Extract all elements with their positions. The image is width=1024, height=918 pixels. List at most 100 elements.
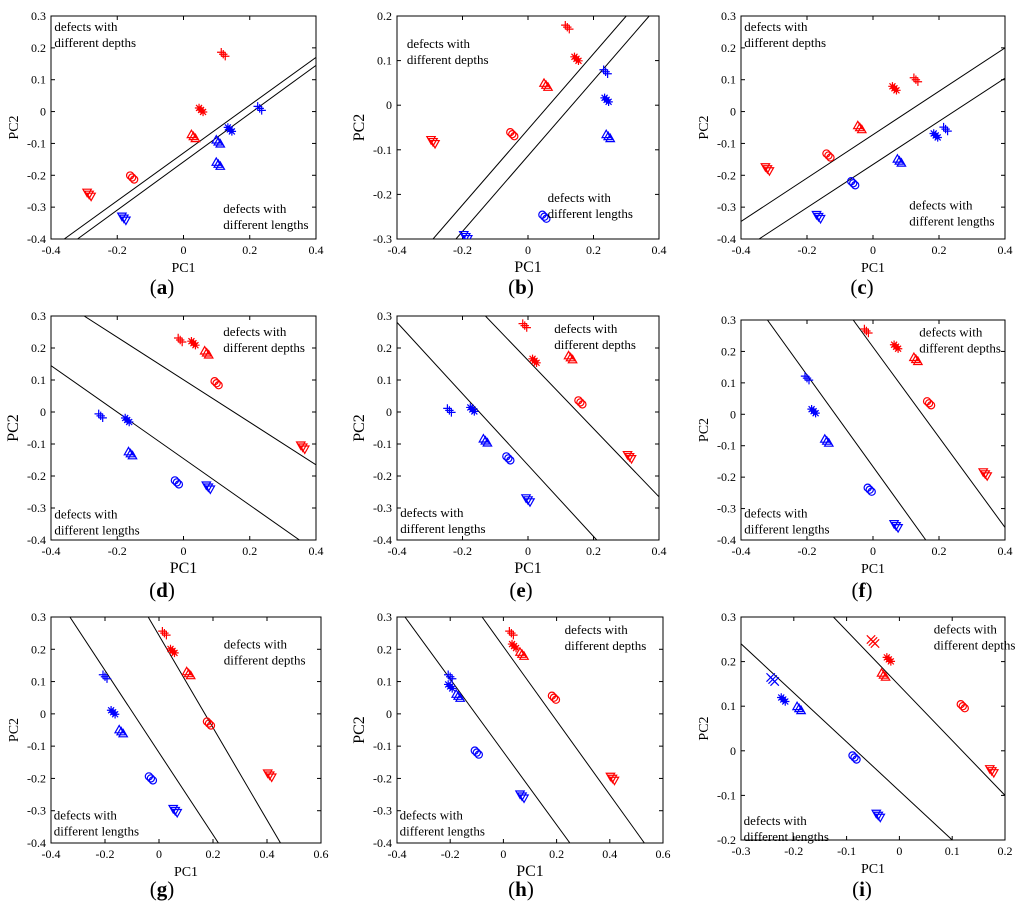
length-point-tri-up bbox=[213, 136, 224, 146]
length-point-star bbox=[604, 97, 613, 107]
x-tick-label: 0.1 bbox=[945, 844, 960, 858]
y-tick-label: -0.2 bbox=[27, 469, 46, 483]
depth-point-tri-up bbox=[538, 77, 550, 87]
region-annotation: defects with different depths bbox=[224, 636, 306, 667]
panel-caption-e: (e) bbox=[509, 578, 533, 602]
depth-point-tri-down bbox=[760, 163, 771, 173]
x-tick-label: -0.4 bbox=[42, 847, 61, 861]
length-point-plus bbox=[804, 375, 814, 385]
depth-point-star bbox=[570, 52, 579, 62]
length-point-tri-up bbox=[113, 724, 125, 734]
x-axis-label: PC1 bbox=[516, 863, 544, 880]
region-annotation: defects with different lengths bbox=[400, 807, 485, 838]
x-axis-label: PC1 bbox=[174, 865, 198, 880]
chart-panel-i: -0.3 -0.2 -0.1 0 0.1 0.2-0.2-0.100.10.20.3PC1… bbox=[697, 610, 1015, 877]
length-point-tri-down bbox=[888, 520, 900, 530]
length-point-tri-up bbox=[211, 156, 222, 166]
length-point-star bbox=[120, 413, 130, 423]
length-point-plus bbox=[601, 67, 610, 76]
depth-point-star bbox=[893, 344, 903, 353]
y-tick-label: -0.3 bbox=[27, 200, 46, 214]
length-point-star bbox=[444, 680, 453, 689]
length-point-tri-down bbox=[167, 804, 179, 815]
y-tick-label: -0.2 bbox=[373, 187, 392, 201]
data-points bbox=[800, 324, 993, 534]
length-point-tri-up bbox=[123, 446, 134, 456]
y-tick-label: -0.2 bbox=[27, 168, 46, 182]
y-tick-label: -0.2 bbox=[373, 469, 392, 483]
length-point-circle bbox=[867, 487, 876, 496]
depth-point-plus bbox=[162, 630, 171, 640]
depth-point-tri-down bbox=[83, 190, 95, 200]
data-points bbox=[98, 626, 277, 819]
length-point-tri-down bbox=[514, 790, 526, 800]
length-point-plus bbox=[448, 674, 457, 683]
length-point-star bbox=[110, 710, 120, 719]
depth-point-tri-up bbox=[854, 122, 866, 132]
x-tick-label: 0.4 bbox=[998, 243, 1013, 257]
length-point-tri-down bbox=[520, 494, 532, 504]
depth-point-plus bbox=[862, 326, 871, 336]
region-annotation: defects with different depths bbox=[744, 19, 826, 50]
x-tick-label: -0.4 bbox=[732, 243, 751, 257]
region-annotation: defects with different depths bbox=[554, 321, 636, 352]
x-tick-label: -0.4 bbox=[388, 243, 407, 257]
x-axis-label: PC1 bbox=[170, 560, 198, 577]
length-point-circle bbox=[865, 485, 874, 494]
length-point-star bbox=[811, 408, 820, 418]
length-point-tri-down bbox=[205, 485, 216, 495]
depth-point-circle bbox=[127, 173, 137, 182]
depth-point-circle bbox=[212, 379, 221, 388]
depth-point-circle bbox=[549, 693, 559, 702]
y-tick-label: -0.4 bbox=[27, 232, 46, 246]
x-tick-label: 0 bbox=[896, 844, 902, 858]
length-point-plus bbox=[96, 411, 105, 421]
depth-point-tri-down bbox=[607, 774, 618, 784]
length-point-tri-down bbox=[201, 481, 212, 491]
depth-point-circle bbox=[822, 149, 831, 158]
length-point-tri-down bbox=[120, 216, 132, 226]
length-point-tri-down bbox=[815, 214, 826, 225]
y-tick-label: -0.1 bbox=[27, 437, 46, 451]
depth-point-plus bbox=[221, 52, 230, 61]
y-axis-label: PC2 bbox=[5, 414, 22, 442]
x-tick-label: -0.3 bbox=[732, 844, 751, 858]
y-tick-label: 0 bbox=[40, 405, 46, 419]
depth-point-plus bbox=[160, 628, 169, 638]
length-point-circle bbox=[170, 476, 180, 485]
x-tick-label: 0 bbox=[181, 544, 187, 558]
length-point-circle bbox=[540, 212, 549, 221]
y-tick-label: -0.1 bbox=[717, 136, 736, 150]
depth-point-plus bbox=[173, 333, 183, 343]
x-tick-label: -0.2 bbox=[108, 243, 127, 257]
region-annotation: defects with different lengths bbox=[400, 505, 485, 536]
chart-panel-a: -0.4 -0.2 0 0.2 0.4 -0.4 -0.3 -0.2 -0.1 0 0.1 0.2 0.… bbox=[7, 9, 324, 276]
boundary-lines bbox=[766, 320, 1005, 540]
depth-point-tri-down bbox=[264, 771, 275, 781]
x-tick-label: -0.4 bbox=[388, 544, 407, 558]
depth-point-tri-down bbox=[624, 453, 635, 463]
length-point-cross bbox=[766, 672, 776, 683]
y-tick-label: 0 bbox=[40, 105, 46, 119]
y-tick-label: -0.2 bbox=[717, 168, 736, 182]
depth-point-star bbox=[889, 340, 899, 349]
length-point-tri-up bbox=[480, 435, 491, 445]
y-axis-label: PC2 bbox=[697, 115, 712, 139]
depth-point-plus bbox=[505, 626, 514, 636]
depth-point-plus bbox=[522, 323, 531, 332]
data-points bbox=[81, 48, 266, 226]
region-annotation: defects with different lengths bbox=[54, 506, 139, 537]
plot-frame bbox=[740, 616, 1006, 841]
length-point-circle bbox=[148, 776, 158, 785]
depth-point-circle bbox=[202, 717, 212, 726]
depth-point-circle bbox=[214, 381, 223, 390]
length-point-circle bbox=[850, 753, 859, 762]
depth-point-tri-down bbox=[262, 769, 273, 779]
x-tick-label: -0.4 bbox=[732, 544, 751, 558]
depth-point-plus bbox=[913, 77, 923, 86]
y-tick-label: 0 bbox=[386, 98, 392, 112]
y-tick-label: 0.2 bbox=[377, 642, 392, 656]
x-tick-label: -0.2 bbox=[798, 544, 817, 558]
y-tick-label: 0.2 bbox=[31, 642, 46, 656]
length-point-plus bbox=[447, 408, 456, 417]
